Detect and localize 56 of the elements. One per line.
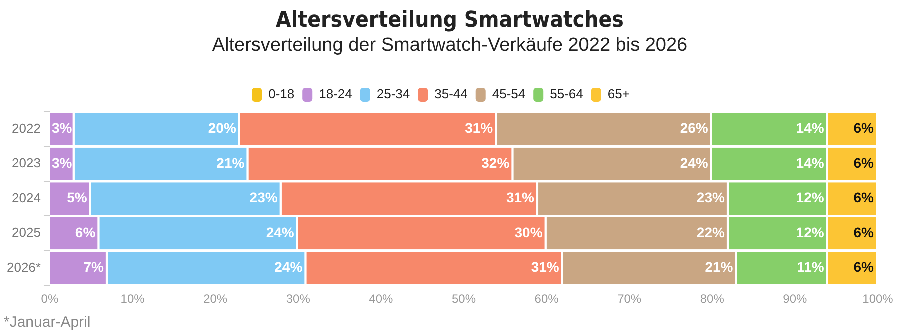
data-label: 6% xyxy=(854,259,875,276)
data-label: 23% xyxy=(250,190,278,206)
data-label: 14% xyxy=(796,154,825,171)
legend-label: 35-44 xyxy=(434,86,468,102)
data-label: 5% xyxy=(67,190,88,206)
y-tick-label: 2024 xyxy=(12,190,41,206)
x-tick-label: 100% xyxy=(862,292,894,306)
data-label: 6% xyxy=(854,120,875,136)
data-label: 30% xyxy=(514,224,544,240)
x-tick-label: 80% xyxy=(700,292,725,306)
x-tick-label: 70% xyxy=(618,292,642,306)
data-label: 31% xyxy=(465,120,494,136)
legend-label: 45-54 xyxy=(492,86,526,102)
data-label: 31% xyxy=(506,190,536,206)
x-tick-label: 30% xyxy=(286,292,311,306)
data-label: 6% xyxy=(854,154,875,171)
data-label: 11% xyxy=(797,259,825,276)
chart-title: Altersverteilung Smartwatches xyxy=(275,8,625,33)
data-label: 24% xyxy=(680,154,709,171)
y-tick-label: 2022 xyxy=(12,120,41,136)
data-label: 21% xyxy=(705,259,734,276)
data-label: 12% xyxy=(796,190,825,206)
data-label: 24% xyxy=(274,259,304,276)
x-tick-label: 0% xyxy=(41,292,59,306)
legend-label: 25-34 xyxy=(376,86,410,102)
data-label: 6% xyxy=(854,224,875,240)
data-label: 21% xyxy=(216,154,246,171)
data-label: 14% xyxy=(796,120,825,136)
x-tick-label: 50% xyxy=(452,292,476,306)
x-tick-label: 60% xyxy=(534,292,560,306)
data-label: 6% xyxy=(75,224,96,240)
data-label: 6% xyxy=(854,190,875,206)
data-label: 23% xyxy=(696,190,726,206)
data-label: 3% xyxy=(52,120,73,136)
chart-subtitle: Altersverteilung der Smartwatch-Verkäufe 2022 bis 2026 xyxy=(211,35,689,57)
x-tick-label: 90% xyxy=(783,292,808,306)
data-label: 32% xyxy=(482,154,510,171)
data-label: 26% xyxy=(680,120,709,136)
legend-label: 0-18 xyxy=(268,86,295,102)
data-label: 22% xyxy=(696,224,726,240)
data-label: 24% xyxy=(266,224,295,240)
data-label: 3% xyxy=(52,154,73,171)
x-tick-label: 10% xyxy=(120,292,146,306)
data-label: 20% xyxy=(208,120,237,136)
y-tick-label: 2025 xyxy=(12,225,41,240)
data-label: 7% xyxy=(84,259,104,276)
legend-label: 18-24 xyxy=(319,86,352,102)
x-tick-label: 20% xyxy=(204,292,228,306)
legend-label: 55-64 xyxy=(550,86,584,102)
legend-label: 65+ xyxy=(608,86,630,102)
text: *Januar-April xyxy=(4,314,91,331)
y-tick-label: 2023 xyxy=(12,156,41,171)
data-label: 31% xyxy=(531,259,560,276)
data-label: 12% xyxy=(796,224,825,240)
y-tick-label: 2026* xyxy=(6,260,41,275)
x-tick-label: 40% xyxy=(369,292,394,306)
